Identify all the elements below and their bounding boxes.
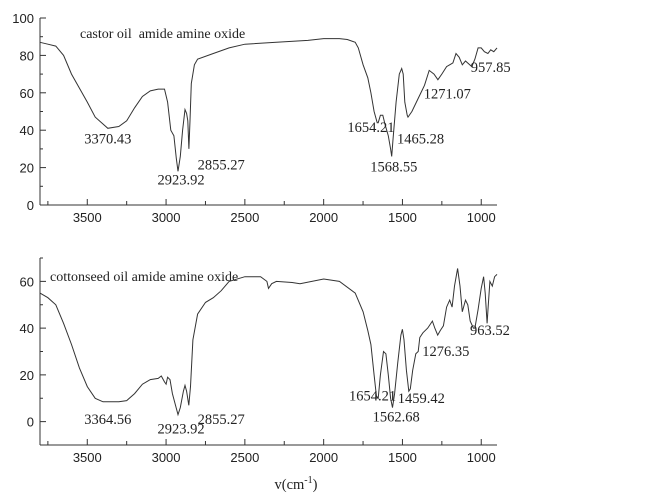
y-tick-label: 80	[20, 48, 34, 63]
x-tick-label: 2500	[230, 210, 259, 225]
peak-label: 3364.56	[84, 412, 131, 428]
x-tick-label: 1000	[467, 210, 496, 225]
x-tick-label: 3500	[73, 210, 102, 225]
peak-label: 1562.68	[373, 410, 420, 426]
x-tick-label: 1500	[388, 450, 417, 465]
peak-label: 1568.55	[370, 159, 417, 175]
y-tick-label: 40	[20, 123, 34, 138]
x-tick-label: 3000	[152, 210, 181, 225]
y-tick-label: 0	[27, 415, 34, 430]
y-tick-label: 20	[20, 161, 34, 176]
y-tick-label: 60	[20, 274, 34, 289]
peak-label: 963.52	[470, 323, 510, 339]
peak-label: 1271.07	[424, 86, 471, 102]
x-tick-label: 3000	[152, 450, 181, 465]
x-tick-label: 2000	[309, 450, 338, 465]
panel-title: castor oil amide amine oxide	[80, 27, 245, 42]
x-tick-label: 3500	[73, 450, 102, 465]
peak-label: 1276.35	[422, 344, 469, 360]
peak-label: 1459.42	[398, 391, 445, 407]
y-tick-label: 40	[20, 321, 34, 336]
castor-oil-panel: 0 20 40 60 80 100 3500 3000 2500 2000 1500 1000 cast…	[12, 11, 510, 225]
peak-label: 1654.21	[347, 120, 394, 136]
peak-label: 1465.28	[397, 131, 444, 147]
panel-title: cottonseed oil amide amine oxide	[50, 270, 238, 285]
x-tick-label: 1000	[467, 450, 496, 465]
cottonseed-oil-panel: 0 20 40 60 3500 3000 2500 2000 1500 1000 cottonsee…	[20, 257, 510, 465]
peak-label: 957.85	[471, 60, 511, 76]
x-tick-label: 2500	[230, 450, 259, 465]
spectrum-line	[39, 38, 498, 172]
x-tick-label: 1500	[388, 210, 417, 225]
peak-label: 2923.92	[157, 421, 204, 437]
x-tick-label: 2000	[309, 210, 338, 225]
peak-label: 1654.21	[349, 389, 396, 405]
spectrum-line	[39, 268, 498, 417]
y-tick-label: 100	[12, 11, 34, 26]
peak-label: 3370.43	[84, 131, 131, 147]
y-tick-label: 20	[20, 368, 34, 383]
peak-label: 2855.27	[198, 157, 245, 173]
x-axis-label: v(cm-1)	[275, 475, 318, 493]
peak-label: 2923.92	[157, 172, 204, 188]
y-tick-label: 60	[20, 86, 34, 101]
peak-label: 2855.27	[198, 412, 245, 428]
y-tick-label: 0	[27, 198, 34, 213]
